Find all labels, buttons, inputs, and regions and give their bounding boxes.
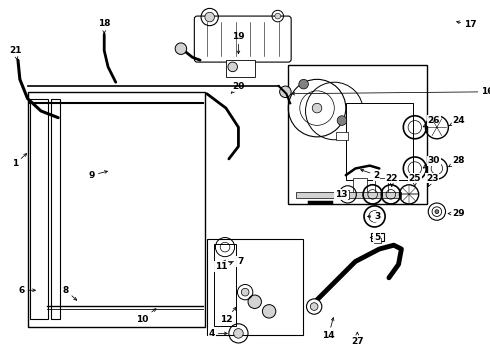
Text: 18: 18 <box>98 19 110 33</box>
Text: 24: 24 <box>449 116 465 126</box>
Circle shape <box>248 295 262 309</box>
Bar <box>226 60 255 77</box>
Text: 28: 28 <box>449 156 465 167</box>
Bar <box>353 178 367 193</box>
Text: 23: 23 <box>426 174 439 186</box>
Bar <box>373 238 381 243</box>
Circle shape <box>175 43 187 54</box>
Circle shape <box>299 79 308 89</box>
Text: 25: 25 <box>409 174 421 186</box>
Text: 4: 4 <box>208 329 227 338</box>
Bar <box>296 192 401 198</box>
Bar <box>346 103 413 180</box>
Bar <box>336 132 348 140</box>
Text: 2: 2 <box>361 169 380 180</box>
Text: 14: 14 <box>322 318 335 340</box>
Text: 9: 9 <box>89 171 107 180</box>
Circle shape <box>228 62 238 72</box>
Text: 13: 13 <box>335 190 347 199</box>
Circle shape <box>234 329 243 338</box>
Text: 29: 29 <box>448 209 465 218</box>
Bar <box>288 65 427 204</box>
Bar <box>371 233 384 241</box>
Bar <box>30 99 48 319</box>
FancyBboxPatch shape <box>195 16 291 62</box>
Text: 21: 21 <box>9 46 22 59</box>
Text: 3: 3 <box>368 212 381 221</box>
Bar <box>207 239 303 335</box>
Text: 7: 7 <box>223 257 244 266</box>
Text: 30: 30 <box>423 156 440 168</box>
Bar <box>374 178 388 193</box>
Circle shape <box>337 116 347 125</box>
Text: 15: 15 <box>0 359 1 360</box>
Bar <box>341 190 349 199</box>
Circle shape <box>310 303 318 310</box>
Text: 17: 17 <box>457 20 477 29</box>
Bar <box>215 244 236 326</box>
Circle shape <box>275 13 281 19</box>
Text: 27: 27 <box>351 332 364 346</box>
Text: 10: 10 <box>136 309 156 324</box>
Text: 16: 16 <box>292 87 490 96</box>
Text: 5: 5 <box>370 233 381 242</box>
Text: 6: 6 <box>19 286 35 295</box>
Circle shape <box>307 299 322 314</box>
Circle shape <box>205 12 215 22</box>
Text: 20: 20 <box>231 82 245 93</box>
Text: 22: 22 <box>386 174 398 186</box>
Text: 1: 1 <box>12 154 27 168</box>
Circle shape <box>241 288 249 296</box>
Circle shape <box>435 210 439 213</box>
Text: 8: 8 <box>63 286 76 300</box>
Bar <box>27 92 205 327</box>
Circle shape <box>263 305 276 318</box>
Bar <box>50 99 60 319</box>
Text: 12: 12 <box>220 307 236 324</box>
Circle shape <box>280 86 291 98</box>
Text: 26: 26 <box>423 116 440 127</box>
Text: 19: 19 <box>232 32 245 54</box>
Circle shape <box>312 103 322 113</box>
Text: 11: 11 <box>215 262 232 271</box>
